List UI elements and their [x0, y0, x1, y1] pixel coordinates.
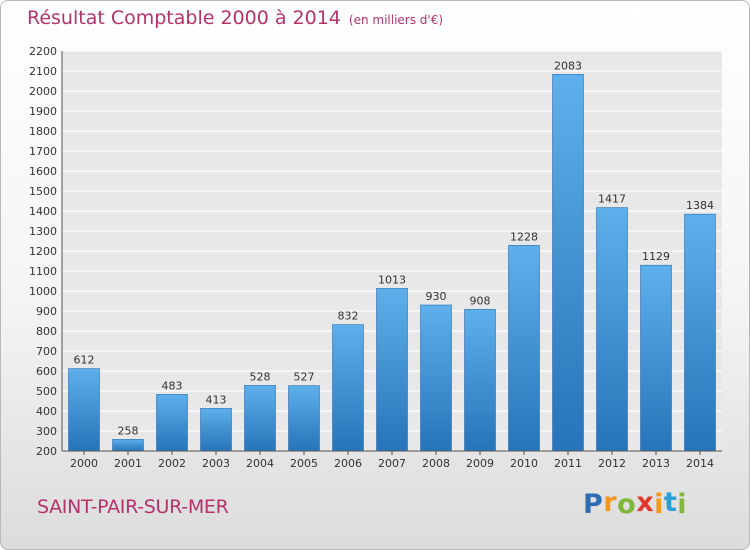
y-tick-label: 800 [36, 325, 57, 338]
data-label: 2083 [554, 59, 582, 72]
data-label: 908 [470, 294, 491, 307]
y-axis-tick-labels: 200 300 400 500 600 700 800 900 1000 1100 1200 1300… [29, 45, 57, 458]
bar [112, 439, 144, 452]
x-tick-label: 2006 [334, 457, 362, 470]
data-label: 832 [338, 310, 359, 323]
y-tick-label: 1800 [29, 125, 57, 138]
logo-letter: P [583, 489, 604, 520]
x-tick-label: 2014 [686, 457, 714, 470]
bar [640, 264, 672, 452]
x-tick-label: 2005 [290, 457, 318, 470]
chart-title-block: Résultat Comptable 2000 à 2014 (en millie… [27, 7, 443, 29]
logo-letter: o [617, 489, 637, 520]
x-tick-label: 2013 [642, 457, 670, 470]
y-tick-label: 1900 [29, 105, 57, 118]
x-tick-label: 2011 [554, 457, 582, 470]
data-label: 1384 [686, 199, 714, 212]
data-label: 1013 [378, 273, 406, 286]
data-label: 612 [74, 354, 95, 367]
y-tick-label: 600 [36, 365, 57, 378]
proxiti-logo: Proxiti [583, 487, 688, 520]
y-tick-label: 1300 [29, 225, 57, 238]
y-tick-label: 2200 [29, 45, 57, 58]
y-tick-label: 900 [36, 305, 57, 318]
bar [684, 213, 716, 452]
data-label: 483 [162, 379, 183, 392]
x-tick-label: 2007 [378, 457, 406, 470]
bar [420, 304, 452, 452]
x-tick-label: 2012 [598, 457, 626, 470]
data-labels: 612 258 483 413 528 527 832 1013 930 908 1228 2083 1… [74, 59, 715, 437]
logo-letter: r [603, 487, 618, 518]
x-tick-label: 2008 [422, 457, 450, 470]
logo-letter: t [663, 487, 678, 518]
data-label: 1129 [642, 250, 670, 263]
bars [68, 74, 716, 452]
data-label: 1228 [510, 230, 538, 243]
bar [464, 309, 496, 452]
y-tick-label: 2100 [29, 65, 57, 78]
data-label: 528 [250, 370, 271, 383]
y-tick-label: 300 [36, 425, 57, 438]
y-tick-label: 500 [36, 385, 57, 398]
x-axis-tick-labels: 2000 2001 2002 2003 2004 2005 2006 2007 2008 2009… [70, 451, 714, 470]
y-tick-label: 200 [36, 445, 57, 458]
y-tick-label: 400 [36, 405, 57, 418]
logo-letter: i [677, 489, 688, 520]
y-tick-label: 1200 [29, 245, 57, 258]
data-label: 527 [294, 371, 315, 384]
y-tick-label: 1600 [29, 165, 57, 178]
y-tick-label: 2000 [29, 85, 57, 98]
logo-letter: x [636, 487, 655, 518]
bar [376, 288, 408, 452]
bar [332, 324, 364, 452]
x-tick-label: 2000 [70, 457, 98, 470]
x-tick-label: 2009 [466, 457, 494, 470]
bar [156, 394, 188, 452]
data-label: 930 [426, 290, 447, 303]
logo-letter: i [654, 489, 664, 520]
y-tick-label: 1000 [29, 285, 57, 298]
bar [552, 74, 584, 452]
bar [68, 368, 100, 452]
chart-subtitle: (en milliers d'€) [348, 13, 444, 27]
data-label: 1417 [598, 193, 626, 206]
x-tick-label: 2003 [202, 457, 230, 470]
y-tick-label: 1400 [29, 205, 57, 218]
x-tick-label: 2010 [510, 457, 538, 470]
data-label: 413 [206, 393, 227, 406]
bar [288, 385, 320, 452]
commune-name: SAINT-PAIR-SUR-MER [37, 496, 229, 518]
data-label: 258 [118, 424, 139, 437]
chart-title: Résultat Comptable 2000 à 2014 [27, 7, 341, 29]
y-tick-label: 1700 [29, 145, 57, 158]
bar [596, 207, 628, 452]
x-tick-label: 2004 [246, 457, 274, 470]
bar [200, 408, 232, 452]
x-tick-label: 2001 [114, 457, 142, 470]
bar [244, 385, 276, 452]
x-tick-label: 2002 [158, 457, 186, 470]
y-tick-label: 700 [36, 345, 57, 358]
y-tick-label: 1100 [29, 265, 57, 278]
bar [508, 245, 540, 452]
y-tick-label: 1500 [29, 185, 57, 198]
